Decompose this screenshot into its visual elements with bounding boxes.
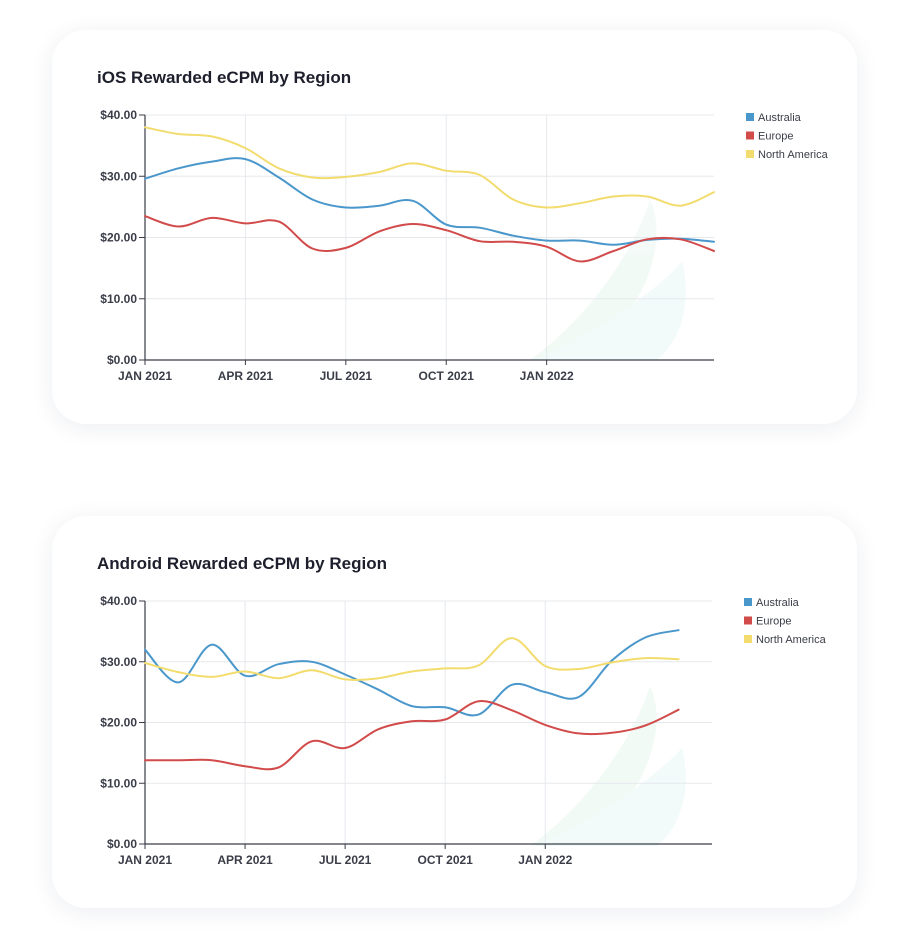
legend-swatch [744,616,752,625]
legend-item-north-america[interactable]: North America [746,149,829,161]
y-tick-label: $30.00 [100,169,137,183]
series-line-europe [144,700,680,771]
legend-swatch [744,635,752,643]
legend-swatch [746,113,754,121]
watermark-leaf [534,262,686,360]
y-tick-label: $10.00 [100,292,137,306]
x-tick-label: JUL 2021 [319,853,372,867]
y-tick-label: $30.00 [100,655,137,669]
legend-item-europe[interactable]: Europe [744,616,791,628]
y-tick-label: $0.00 [107,837,137,851]
legend-label: Europe [758,131,793,143]
y-tick-label: $0.00 [107,353,137,367]
x-tick-label: APR 2021 [218,369,274,383]
legend-swatch [746,131,754,140]
legend-label: Australia [756,597,800,609]
watermark-leaf [530,200,657,360]
series-line-australia [144,157,715,246]
ios-line-chart: $0.00 $10.00 $20.00 $30.00 $40.00 JAN 2021 APR… [100,108,829,383]
y-tick-label: $10.00 [100,776,137,790]
x-tick-label: JAN 2022 [518,853,572,867]
android-watermark-logo [530,686,686,846]
y-tick-label: $40.00 [100,108,137,122]
x-tick-label: OCT 2021 [419,369,475,383]
y-tick-label: $20.00 [100,231,137,245]
x-tick-label: OCT 2021 [417,853,473,867]
watermark-leaf [534,748,686,846]
series-line-north-america [144,126,715,209]
y-tick-label: $20.00 [100,716,137,730]
legend-swatch [744,598,752,606]
y-tick-label: $40.00 [100,594,137,608]
android-chart-title: Android Rewarded eCPM by Region [97,554,387,573]
x-tick-label: JAN 2021 [118,853,172,867]
legend-label: Australia [758,112,802,124]
ios-chart-card: iOS Rewarded eCPM by Region $0.00 $10.00 $… [52,30,857,424]
ios-chart-title: iOS Rewarded eCPM by Region [97,68,352,87]
x-tick-label: JAN 2022 [520,369,574,383]
legend-label: Europe [756,616,791,628]
android-chart-card: Android Rewarded eCPM by Region $0.00 $10… [52,516,857,908]
legend-swatch [746,150,754,158]
legend-item-europe[interactable]: Europe [746,131,793,143]
x-tick-label: APR 2021 [217,853,273,867]
x-tick-label: JUL 2021 [320,369,373,383]
legend-label: North America [758,149,829,161]
series-line-europe [144,215,715,263]
watermark-leaf [530,686,657,846]
android-line-chart: $0.00 $10.00 $20.00 $30.00 $40.00 JAN 2021 APR… [100,594,827,867]
series-line-australia [144,629,680,717]
legend-item-north-america[interactable]: North America [744,634,827,646]
legend-item-australia[interactable]: Australia [746,112,802,124]
series-line-north-america [144,637,680,681]
legend-item-australia[interactable]: Australia [744,597,800,609]
android-legend: Australia Europe North America [744,597,827,646]
legend-label: North America [756,634,827,646]
x-tick-label: JAN 2021 [118,369,172,383]
ios-legend: Australia Europe North America [746,112,829,161]
ios-watermark-logo [530,200,686,360]
